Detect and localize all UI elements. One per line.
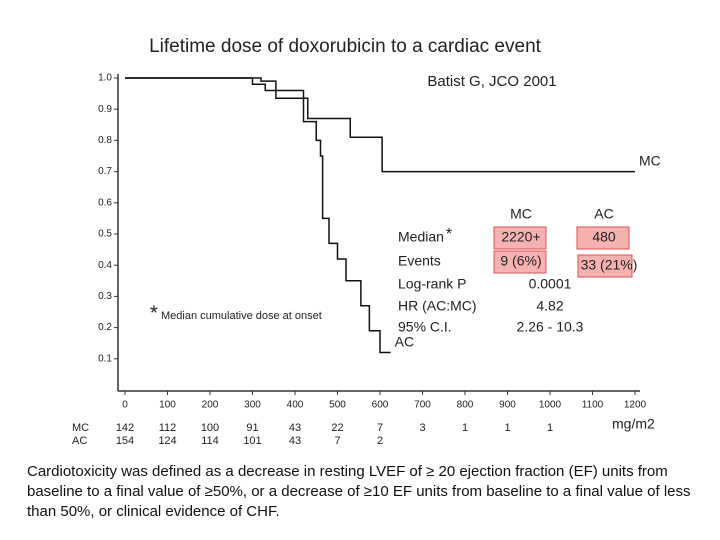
y-tick-label: 0.1 bbox=[98, 353, 112, 364]
at-risk-count: 1 bbox=[462, 422, 468, 434]
stats-value: 480 bbox=[592, 229, 616, 245]
stats-row-label: Events bbox=[398, 253, 441, 269]
x-tick-label: 800 bbox=[457, 400, 474, 411]
x-tick-label: 300 bbox=[244, 400, 261, 411]
series-label: AC bbox=[395, 333, 414, 349]
x-tick-label: 200 bbox=[202, 400, 219, 411]
stats-value: 2220+ bbox=[501, 229, 540, 245]
chart-subtitle: Batist G, JCO 2001 bbox=[427, 73, 556, 90]
stats-value: 33 (21%) bbox=[581, 257, 638, 273]
at-risk-count: 43 bbox=[289, 422, 301, 434]
series-label: MC bbox=[639, 152, 661, 168]
at-risk-count: 142 bbox=[116, 422, 134, 434]
at-risk-count: 22 bbox=[331, 422, 343, 434]
x-tick-label: 100 bbox=[159, 400, 176, 411]
stats-row-label: 95% C.I. bbox=[398, 319, 452, 335]
y-tick-label: 0.9 bbox=[98, 104, 112, 115]
at-risk-count: 101 bbox=[243, 435, 261, 447]
y-tick-label: 0.8 bbox=[98, 135, 112, 146]
at-risk-count: 114 bbox=[201, 435, 219, 447]
stats-row-label: HR (AC:MC) bbox=[398, 298, 477, 314]
stats-value: 2.26 - 10.3 bbox=[517, 319, 584, 335]
at-risk-count: 124 bbox=[158, 435, 176, 447]
at-risk-count: 154 bbox=[116, 435, 134, 447]
stats-value: 0.0001 bbox=[529, 276, 572, 292]
stats-row-label: Log-rank P bbox=[398, 276, 466, 292]
stats-value: 9 (6%) bbox=[500, 253, 541, 269]
x-tick-label: 0 bbox=[122, 400, 128, 411]
highlight-box bbox=[577, 254, 633, 278]
y-tick-label: 1.0 bbox=[98, 73, 112, 84]
x-tick-label: 600 bbox=[372, 400, 389, 411]
survival-curve bbox=[125, 77, 391, 354]
at-risk-count: 100 bbox=[201, 422, 219, 434]
y-tick-label: 0.6 bbox=[98, 197, 112, 208]
at-risk-count: 7 bbox=[377, 422, 383, 434]
survival-curve bbox=[125, 77, 635, 173]
stats-row-label: Median bbox=[398, 229, 444, 245]
at-risk-name: AC bbox=[72, 435, 87, 447]
at-risk-count: 1 bbox=[504, 422, 510, 434]
at-risk-count: 2 bbox=[377, 435, 383, 447]
at-risk-count: 43 bbox=[289, 435, 301, 447]
highlight-box bbox=[493, 250, 547, 274]
at-risk-count: 3 bbox=[419, 422, 425, 434]
y-tick-label: 0.5 bbox=[98, 229, 112, 240]
y-tick-label: 0.4 bbox=[98, 260, 112, 271]
chart-title: Lifetime dose of doxorubicin to a cardia… bbox=[149, 36, 542, 57]
y-tick-label: 0.7 bbox=[98, 166, 112, 177]
highlight-box bbox=[576, 226, 630, 250]
y-tick-label: 0.2 bbox=[98, 322, 112, 333]
x-tick-label: 1000 bbox=[539, 400, 562, 411]
annotation-text: Median cumulative dose at onset bbox=[161, 310, 322, 322]
stats-column-header: AC bbox=[594, 206, 613, 222]
x-axis-label: mg/m2 bbox=[612, 416, 655, 432]
at-risk-count: 91 bbox=[246, 422, 258, 434]
highlight-box bbox=[493, 226, 547, 250]
caption: Cardiotoxicity was defined as a decrease… bbox=[27, 463, 691, 520]
stats-note-marker: * bbox=[446, 226, 452, 243]
x-tick-label: 900 bbox=[499, 400, 516, 411]
stats-value: 4.82 bbox=[536, 298, 563, 314]
at-risk-count: 7 bbox=[334, 435, 340, 447]
chart: Lifetime dose of doxorubicin to a cardia… bbox=[72, 36, 661, 447]
x-tick-label: 400 bbox=[287, 400, 304, 411]
x-tick-label: 500 bbox=[329, 400, 346, 411]
y-tick-label: 0.3 bbox=[98, 291, 112, 302]
at-risk-name: MC bbox=[72, 422, 89, 434]
annotation-marker: * bbox=[150, 302, 158, 324]
at-risk-count: 112 bbox=[159, 422, 177, 434]
x-tick-label: 1100 bbox=[582, 400, 604, 411]
x-tick-label: 700 bbox=[414, 400, 431, 411]
x-tick-label: 1200 bbox=[624, 400, 647, 411]
stats-column-header: MC bbox=[510, 206, 532, 222]
at-risk-count: 1 bbox=[547, 422, 553, 434]
